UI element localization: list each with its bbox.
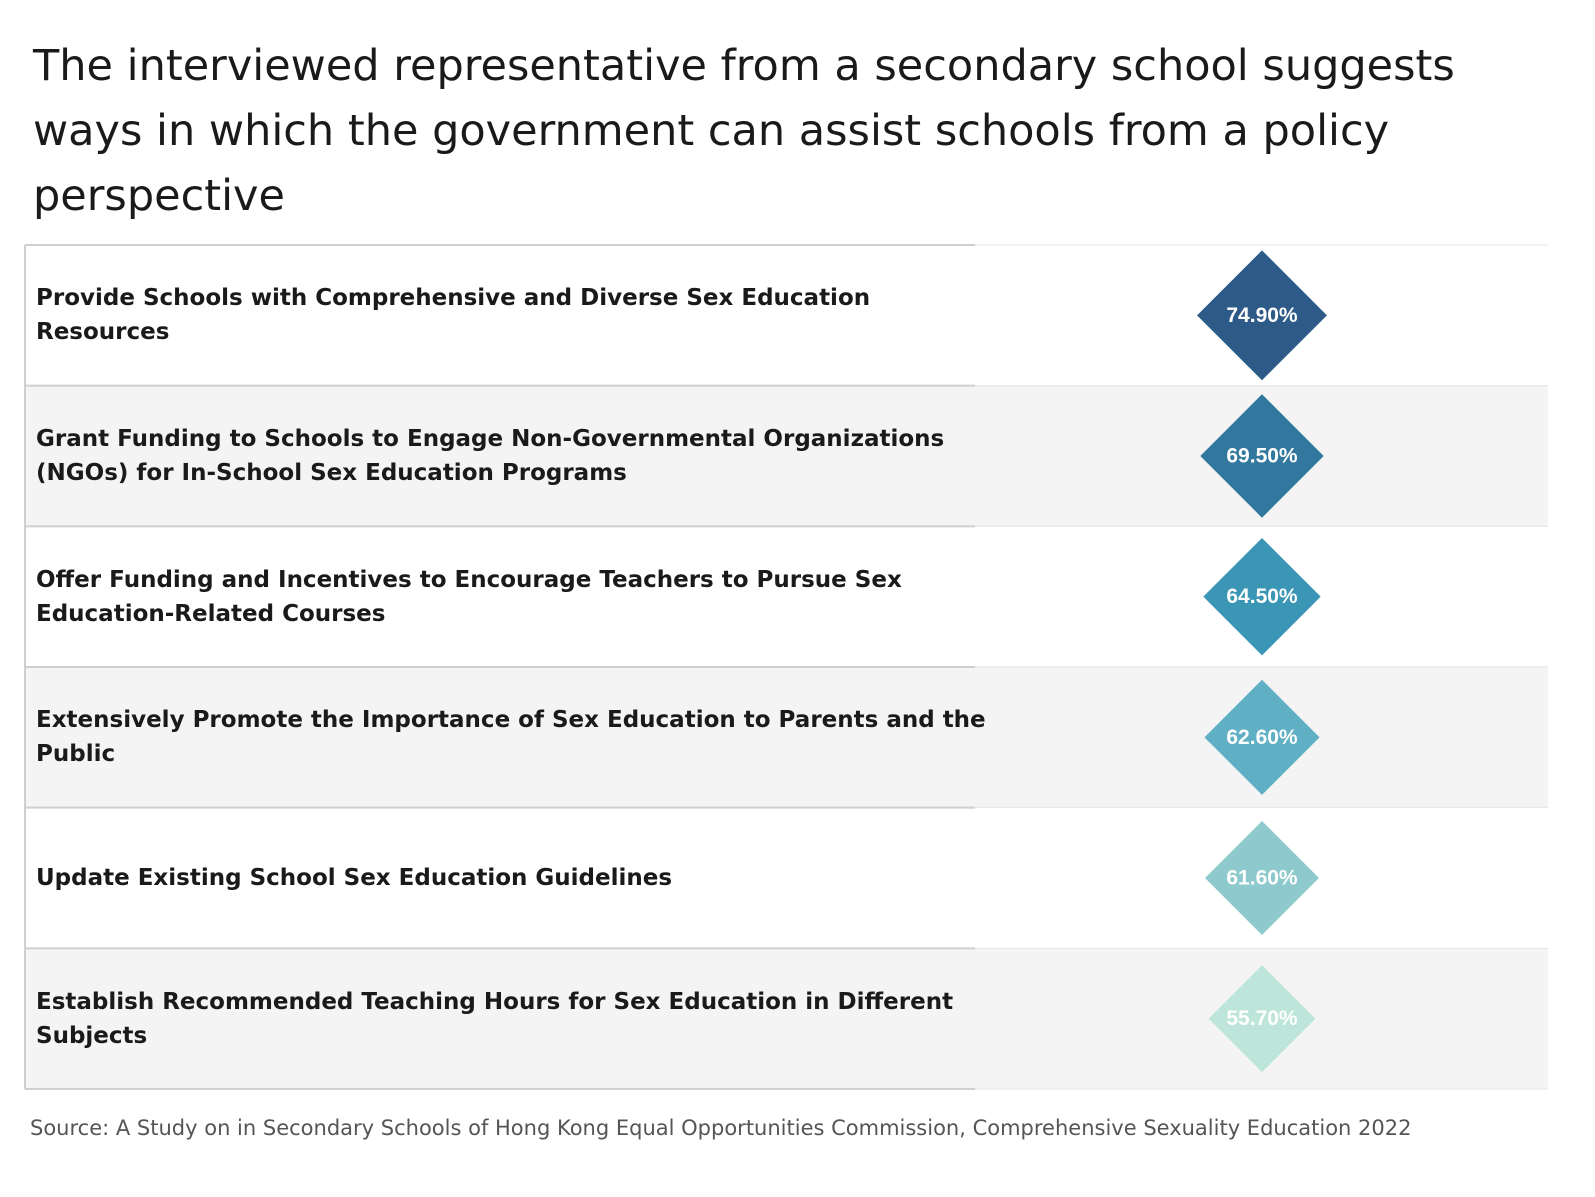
value-label: 62.60% [1226, 726, 1298, 749]
row-label: Grant Funding to Schools to Engage Non-G… [36, 426, 945, 486]
value-diamond [1208, 965, 1316, 1073]
value-label: 55.70% [1226, 1007, 1298, 1030]
value-label: 74.90% [1226, 304, 1298, 327]
value-labels: 74.90% 69.50% 64.50% 62.60% 61.60% 55.70% [1226, 304, 1298, 1030]
chart-title: The interviewed representative from a se… [33, 41, 1455, 221]
row-label: Provide Schools with Comprehensive and D… [36, 285, 871, 346]
value-diamond [1203, 537, 1321, 656]
row-label: Offer Funding and Incentives to Encourag… [36, 566, 902, 627]
row-label: Update Existing School Sex Education Gui… [36, 865, 673, 891]
source-note: Source: A Study on in Secondary Schools … [30, 1116, 1412, 1140]
value-label: 61.60% [1226, 867, 1298, 890]
grid-lines [24, 244, 1548, 1090]
row-label: Establish Recommended Teaching Hours for… [36, 988, 954, 1049]
value-diamond [1200, 394, 1324, 518]
row-label: Extensively Promote the Importance of Se… [36, 707, 986, 768]
value-diamond [1205, 821, 1319, 935]
value-label: 69.50% [1226, 445, 1298, 468]
value-markers [1197, 250, 1327, 1073]
value-diamond [1204, 679, 1320, 795]
value-label: 64.50% [1226, 585, 1298, 608]
value-diamond [1197, 250, 1327, 381]
